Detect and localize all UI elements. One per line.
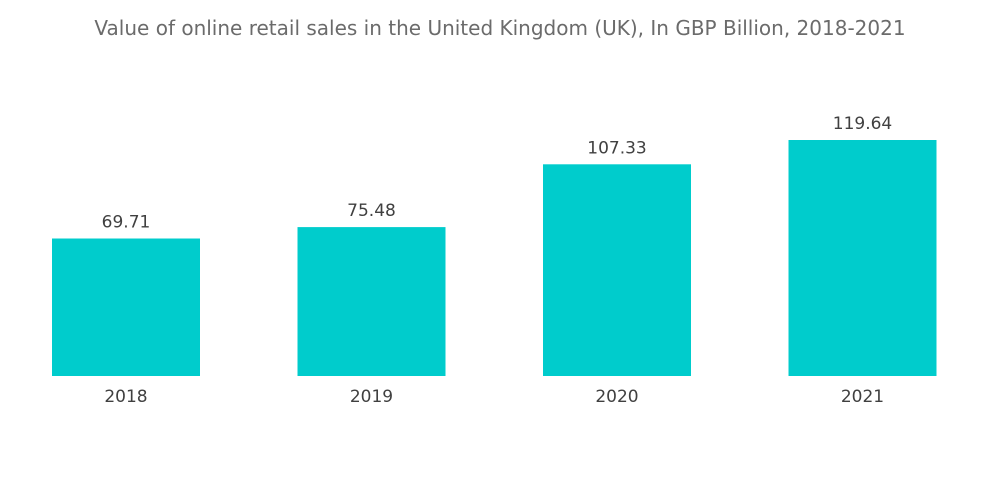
value-labels-group: 69.71 75.48 107.33 119.64 [102,114,893,233]
x-tick-label-2019: 2019 [350,387,393,407]
data-label-2021: 119.64 [833,114,892,134]
x-tick-label-2020: 2020 [595,387,638,407]
chart-title: Value of online retail sales in the Unit… [94,16,906,40]
bar-2018 [52,238,200,376]
data-label-2018: 69.71 [102,213,151,233]
data-label-2019: 75.48 [347,201,396,221]
data-label-2020: 107.33 [587,138,646,158]
x-tick-labels-group: 2018 2019 2020 2021 [104,387,884,407]
x-tick-label-2018: 2018 [104,387,147,407]
bar-2020 [543,164,691,376]
bar-2021 [788,140,937,376]
bars-group [52,140,937,376]
bar-2019 [297,227,446,376]
x-tick-label-2021: 2021 [841,387,884,407]
